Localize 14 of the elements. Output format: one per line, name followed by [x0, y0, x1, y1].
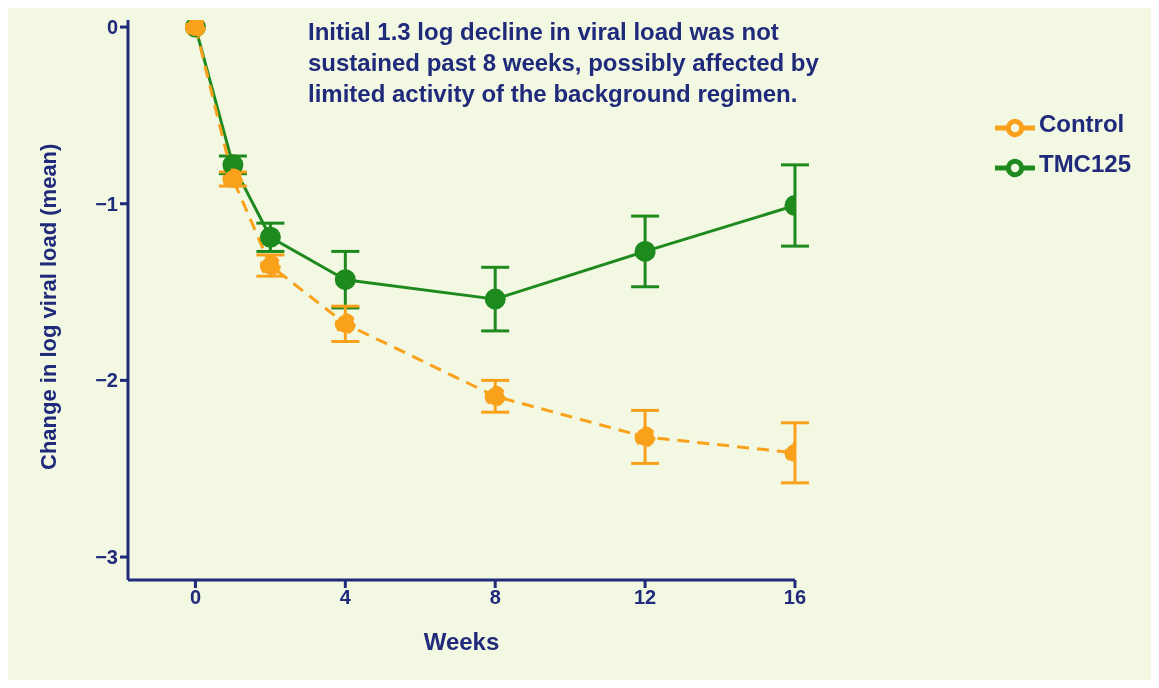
- y-tick-label: −2: [95, 369, 118, 392]
- x-tick-label: 4: [339, 586, 352, 609]
- x-tick-label: 12: [633, 586, 657, 609]
- y-tick-label: −1: [95, 192, 118, 215]
- y-axis-title: Change in log viral load (mean): [35, 143, 61, 470]
- x-tick-label: 16: [783, 586, 807, 609]
- annotation: Initial 1.3 log decline in viral load was not sustained past 8 weeks, possibly affected by limited activity of the background regimen.: [308, 17, 820, 109]
- y-tick-label: 0: [106, 16, 118, 39]
- x-tick-label: 0: [189, 586, 202, 609]
- legend-label: TMC125: [1038, 150, 1131, 178]
- y-tick-label: −3: [95, 546, 118, 569]
- legend-label: Control: [1038, 110, 1125, 138]
- x-axis-title: Weeks: [423, 628, 500, 655]
- x-tick-label: 8: [489, 586, 501, 609]
